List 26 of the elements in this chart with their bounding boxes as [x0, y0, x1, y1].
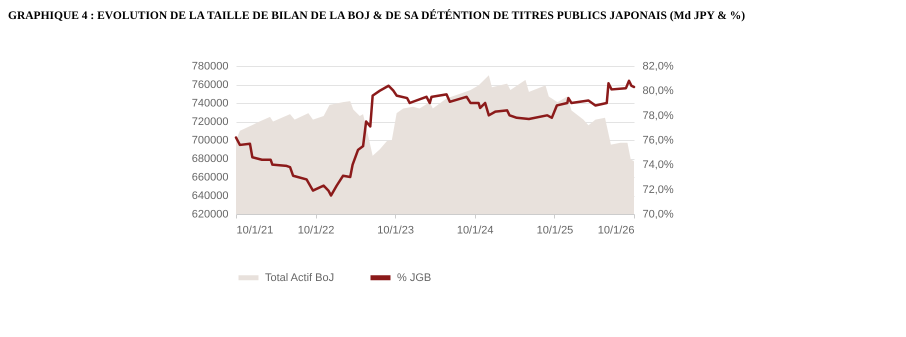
y-tick-label: 740000 — [192, 98, 228, 110]
y2-tick-label: 72,0% — [642, 184, 674, 196]
x-tick-label: 10/1/25 — [536, 224, 574, 236]
y-tick-label: 660000 — [192, 172, 228, 184]
y2-tick-label: 82,0% — [642, 60, 674, 72]
chart-title: GRAPHIQUE 4 : EVOLUTION DE LA TAILLE DE BILAN DE LA BOJ & DE SA DÉTÉNTION DE TITRES PUBLICS JAPONAIS (Md JPY & %) — [8, 10, 746, 22]
y2-tick-label: 70,0% — [642, 208, 674, 220]
y2-tick-label: 74,0% — [642, 159, 674, 172]
y-tick-label: 680000 — [192, 153, 228, 165]
y-tick-label: 620000 — [192, 208, 228, 220]
x-tick-label: 10/1/26 — [598, 224, 634, 236]
y2-tick-label: 76,0% — [642, 134, 674, 146]
legend-label: % JGB — [397, 272, 432, 284]
y-tick-label: 720000 — [192, 116, 228, 128]
y2-tick-label: 78,0% — [642, 110, 674, 122]
x-tick-label: 10/1/24 — [456, 224, 494, 236]
x-tick-label: 10/1/23 — [377, 224, 414, 236]
y-tick-label: 640000 — [192, 190, 228, 202]
y2-tick-label: 80,0% — [642, 85, 674, 98]
y-tick-label: 700000 — [192, 134, 228, 146]
y-tick-label: 760000 — [192, 79, 228, 91]
x-tick-label: 10/1/21 — [236, 224, 274, 236]
x-tick-label: 10/1/22 — [298, 224, 334, 236]
y-tick-label: 780000 — [192, 60, 228, 72]
line-series — [234, 80, 636, 197]
legend-label: Total Actif BoJ — [265, 272, 334, 284]
